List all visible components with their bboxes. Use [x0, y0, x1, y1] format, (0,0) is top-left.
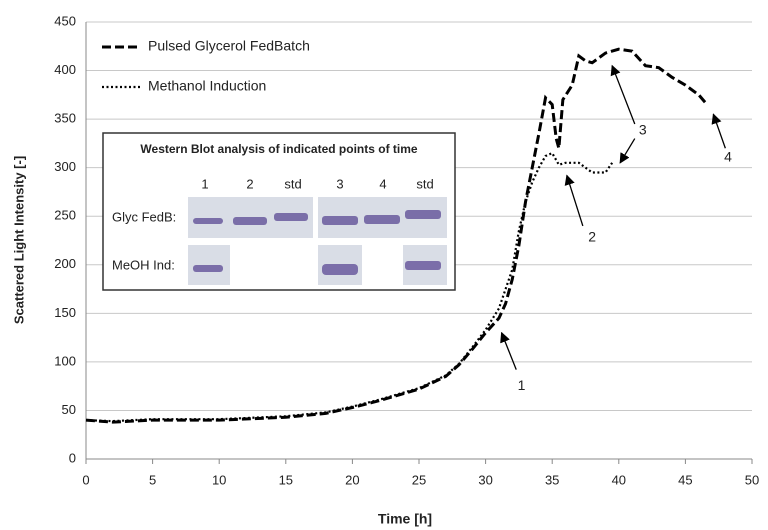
annotation-arrow [711, 113, 726, 149]
inset-title: Western Blot analysis of indicated point… [140, 142, 417, 156]
y-tick-label: 50 [62, 402, 76, 417]
x-tick-label: 40 [612, 472, 626, 487]
y-tick-label: 150 [54, 305, 76, 320]
legend-label: Methanol Induction [148, 78, 266, 94]
lane-label: 4 [379, 176, 386, 191]
lane-label: std [416, 176, 433, 191]
y-tick-label: 0 [69, 450, 76, 465]
y-tick-label: 400 [54, 62, 76, 77]
y-tick-label: 350 [54, 111, 76, 126]
y-tick-label: 100 [54, 353, 76, 368]
lane-label: 2 [246, 176, 253, 191]
legend-label: Pulsed Glycerol FedBatch [148, 38, 310, 54]
row-label: Glyc FedB: [112, 209, 176, 224]
annotation-arrow [619, 138, 636, 164]
x-tick-label: 50 [745, 472, 759, 487]
y-tick-label: 250 [54, 208, 76, 223]
lane-label: 1 [201, 176, 208, 191]
annotation-arrow [610, 64, 636, 125]
x-tick-label: 0 [82, 472, 89, 487]
annotation: 1 [518, 377, 526, 393]
x-tick-label: 35 [545, 472, 559, 487]
x-axis-label: Time [h] [378, 511, 432, 527]
x-tick-label: 5 [149, 472, 156, 487]
annotation: 4 [724, 149, 732, 165]
x-tick-label: 45 [678, 472, 692, 487]
lane-label: 3 [336, 176, 343, 191]
x-tick-label: 30 [478, 472, 492, 487]
x-tick-label: 25 [412, 472, 426, 487]
y-tick-label: 300 [54, 159, 76, 174]
inset: Western Blot analysis of indicated point… [102, 132, 456, 291]
annotation-arrow [500, 331, 517, 370]
annotation: 3 [639, 121, 647, 137]
x-tick-label: 10 [212, 472, 226, 487]
annotation: 2 [588, 228, 596, 244]
line-series [85, 47, 707, 424]
x-tick-label: 20 [345, 472, 359, 487]
annotation-arrow [564, 174, 584, 227]
lane-label: std [284, 176, 301, 191]
y-tick-label: 450 [54, 13, 76, 28]
y-axis-label: Scattered Light Intensity [-] [11, 156, 26, 324]
y-tick-label: 200 [54, 256, 76, 271]
row-label: MeOH Ind: [112, 257, 175, 272]
x-tick-label: 15 [279, 472, 293, 487]
line-series [85, 151, 614, 423]
